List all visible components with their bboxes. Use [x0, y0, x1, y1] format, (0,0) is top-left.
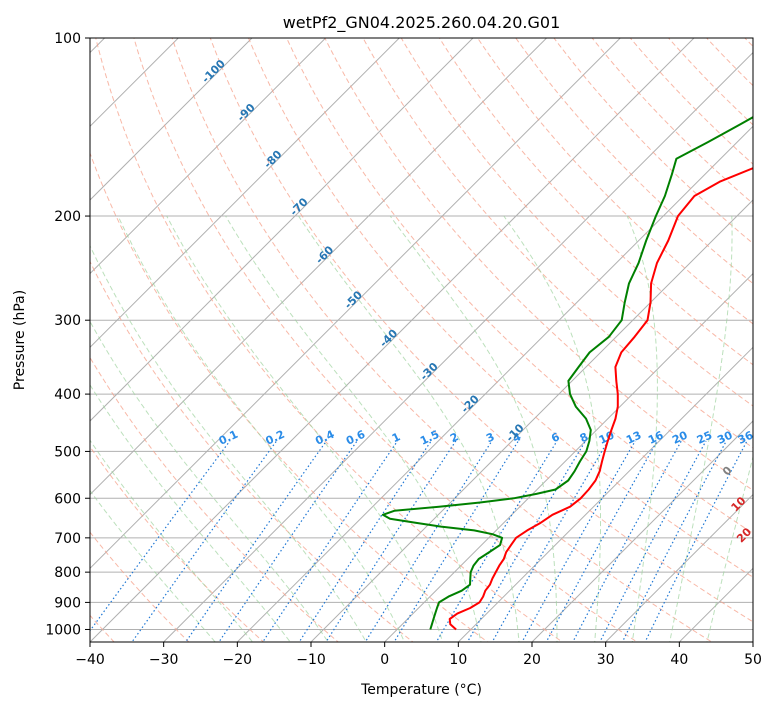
x-tick-label: −30: [149, 652, 179, 668]
mixing-ratio-line: [218, 440, 358, 642]
mixing-ratio-line: [572, 440, 682, 642]
dry-adiabat-line: [95, 38, 564, 642]
chart-title: wetPf2_GN04.2025.260.04.20.G01: [283, 13, 561, 33]
x-tick-label: 0: [380, 652, 389, 668]
dry-adiabat-line: [553, 38, 753, 245]
temperature-profile-line: [448, 167, 753, 631]
isotherm-line: [162, 51, 753, 642]
y-tick-label: 500: [54, 444, 81, 460]
x-tick-label: 10: [449, 652, 467, 668]
y-tick-label: 600: [54, 491, 81, 507]
background-lines: [90, 38, 753, 642]
x-axis-label: Temperature (°C): [360, 682, 482, 698]
isotherm-line: [531, 420, 753, 642]
x-tick-label: 20: [523, 652, 541, 668]
moist-adiabat-line: [90, 320, 329, 642]
mixing-ratio-line: [393, 440, 519, 642]
moist-adiabat-line: [90, 439, 254, 642]
x-tick-label: −10: [296, 652, 326, 668]
mixing-ratio-line: [262, 440, 399, 642]
dry-adiabat-line: [133, 38, 638, 642]
mixing-ratio-label: 20: [670, 428, 690, 446]
mixing-ratio-line: [491, 440, 609, 642]
dry-adiabat-line: [90, 151, 489, 642]
moist-adiabat-line: [706, 455, 753, 642]
mixing-ratio-line: [184, 440, 327, 642]
profile-lines: [381, 116, 753, 631]
isotherm-line: [236, 125, 753, 642]
dry-adiabat-line: [90, 445, 265, 642]
mixing-ratio-line: [599, 440, 707, 642]
dry-adiabat-line: [90, 260, 414, 642]
x-axis: −40 −30 −20 −10 0 10 20 30 40 50: [75, 642, 762, 668]
isotherm-line: [457, 346, 753, 642]
moist-adiabat-line: [669, 215, 733, 642]
mixing-ratio-label: 36: [736, 428, 756, 446]
moist-adiabat-line: [90, 489, 216, 642]
dry-adiabat-line: [667, 38, 753, 126]
x-tick-label: 50: [744, 652, 762, 668]
mixing-ratio-label: 13: [624, 429, 643, 447]
dry-adiabat-line: [477, 38, 753, 325]
mixing-ratio-line: [545, 440, 658, 642]
mixing-ratio-label: 25: [695, 429, 714, 447]
dry-adiabat-line: [90, 531, 190, 642]
x-tick-label: −20: [223, 652, 253, 668]
dry-adiabat-line: [324, 38, 753, 491]
mixing-ratio-label: 30: [715, 428, 735, 446]
mixing-ratio-line: [466, 440, 587, 642]
x-tick-label: −40: [75, 652, 105, 668]
y-tick-label: 300: [54, 313, 81, 329]
x-tick-label: 40: [670, 652, 688, 668]
moist-adiabat-line: [90, 244, 367, 642]
y-tick-label: 800: [54, 565, 81, 581]
dewpoint-profile-line: [381, 116, 753, 630]
mixing-ratio-label: 16: [646, 428, 666, 446]
isotherm-line: [90, 38, 548, 496]
dry-adiabat-line: [247, 38, 753, 578]
dry-adiabat-line: [171, 38, 713, 642]
y-tick-label: 1000: [45, 622, 81, 638]
isotherm-line: [310, 199, 753, 642]
dry-adiabat-line: [400, 38, 753, 407]
moist-adiabat-line: [298, 215, 520, 642]
moist-adiabat-label: 20: [734, 525, 754, 545]
y-tick-label: 100: [54, 31, 81, 47]
y-tick-label: 400: [54, 387, 81, 403]
dry-adiabat-line: [286, 38, 753, 534]
isotherm-line: [383, 272, 753, 642]
plot-frame: [89, 37, 754, 643]
moist-adiabat-line: [626, 215, 658, 642]
dry-adiabat-line: [209, 38, 753, 623]
mixing-ratio-label: 10: [597, 428, 617, 446]
dry-adiabat-line: [362, 38, 753, 449]
y-axis-label: Pressure (hPa): [12, 290, 28, 390]
isotherm-line: [90, 38, 180, 128]
y-tick-label: 900: [54, 595, 81, 611]
mixing-ratio-line: [90, 440, 231, 632]
y-tick-label: 200: [54, 209, 81, 225]
dry-adiabat-line: [591, 38, 753, 205]
mixing-ratio-line: [521, 440, 636, 642]
isotherm-line: [90, 38, 622, 570]
moist-adiabat-line: [225, 215, 482, 642]
isotherm-line: [90, 38, 695, 642]
moist-adiabat-line: [117, 215, 406, 642]
isotherm-line: [90, 38, 401, 349]
y-tick-label: 700: [54, 531, 81, 547]
moist-adiabat-line: [389, 215, 558, 642]
moist-adiabat-line: [503, 215, 601, 642]
x-tick-label: 30: [597, 652, 615, 668]
plot-area: [90, 38, 753, 642]
mixing-ratio-line: [364, 440, 493, 642]
isotherm-line: [604, 493, 753, 642]
y-axis: 1000 900 800 700 600 500 400 300 200 100: [45, 31, 90, 638]
isotherm-line: [90, 38, 474, 422]
isotherm-line: [90, 38, 253, 201]
